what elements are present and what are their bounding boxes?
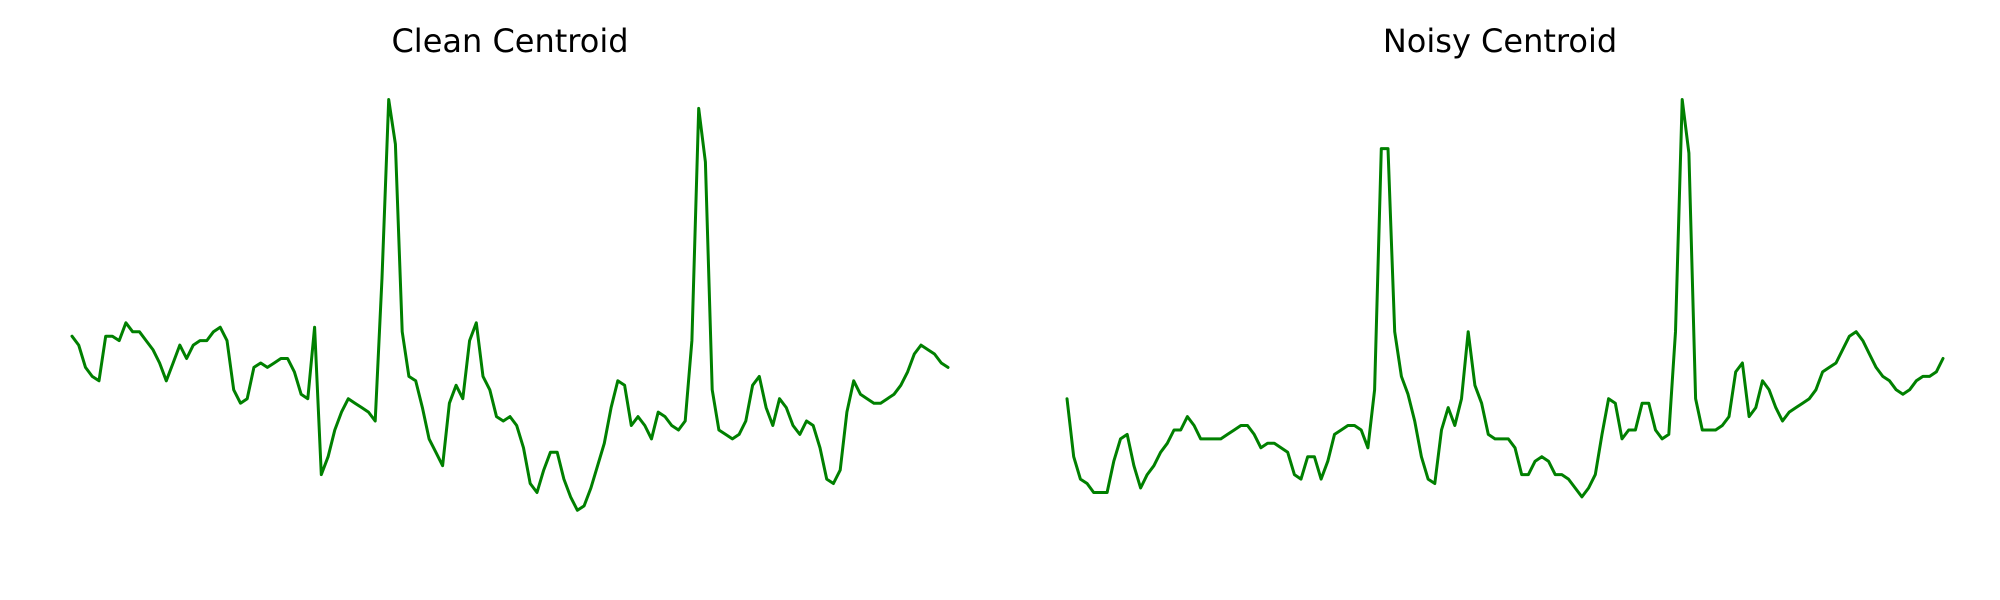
clean-centroid-line xyxy=(70,98,950,512)
chart-title-noisy: Noisy Centroid xyxy=(1382,22,1618,60)
chart-title-clean: Clean Centroid xyxy=(391,22,629,60)
noisy-centroid-line xyxy=(1065,98,1945,499)
